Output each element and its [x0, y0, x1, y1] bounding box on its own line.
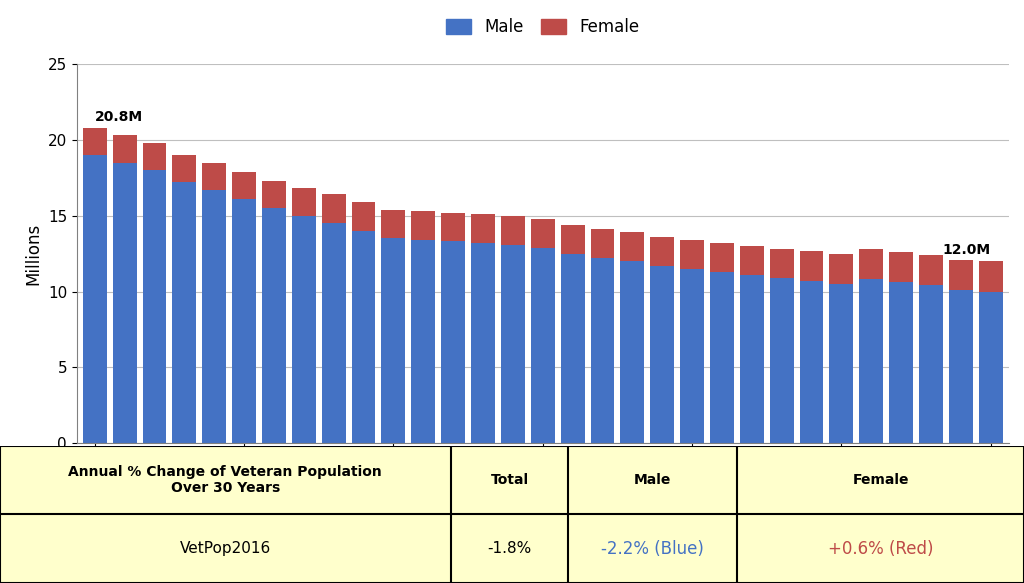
Bar — [262, 181, 286, 208]
Bar — [800, 281, 823, 443]
Bar — [113, 163, 136, 443]
Bar — [530, 248, 555, 443]
Bar — [739, 246, 764, 275]
Bar — [83, 128, 106, 155]
Bar — [441, 241, 465, 443]
Bar — [800, 251, 823, 281]
Y-axis label: Millions: Millions — [25, 223, 42, 285]
Bar — [889, 282, 913, 443]
Bar — [322, 223, 345, 443]
Bar — [591, 258, 614, 443]
Text: +0.6% (Red): +0.6% (Red) — [827, 540, 934, 558]
Bar — [292, 188, 315, 216]
Bar — [172, 155, 197, 182]
Text: -1.8%: -1.8% — [487, 541, 531, 556]
Bar — [979, 261, 1002, 292]
Bar — [232, 172, 256, 199]
Bar — [859, 249, 883, 279]
Text: -2.2% (Blue): -2.2% (Blue) — [601, 540, 705, 558]
Bar — [351, 202, 376, 231]
Bar — [710, 243, 734, 272]
Bar — [680, 240, 705, 269]
Bar — [561, 254, 585, 443]
Bar — [979, 292, 1002, 443]
Bar — [203, 163, 226, 190]
Bar — [203, 190, 226, 443]
Bar — [262, 208, 286, 443]
Bar — [949, 259, 973, 290]
Bar — [412, 211, 435, 240]
Bar — [829, 254, 853, 284]
Text: 12.0M: 12.0M — [943, 243, 990, 258]
Bar — [412, 240, 435, 443]
Bar — [710, 272, 734, 443]
Bar — [381, 210, 406, 238]
Text: Annual % Change of Veteran Population
Over 30 Years: Annual % Change of Veteran Population Ov… — [69, 465, 382, 496]
Bar — [949, 290, 973, 443]
Legend: Male, Female: Male, Female — [439, 12, 646, 43]
Bar — [739, 275, 764, 443]
Bar — [859, 279, 883, 443]
FancyBboxPatch shape — [0, 446, 1024, 583]
Bar — [889, 252, 913, 282]
Bar — [621, 261, 644, 443]
Text: Total: Total — [490, 473, 528, 487]
Bar — [621, 233, 644, 261]
Bar — [113, 135, 136, 163]
Bar — [920, 286, 943, 443]
Bar — [920, 255, 943, 286]
Bar — [501, 244, 524, 443]
Bar — [591, 229, 614, 258]
Bar — [650, 237, 674, 266]
Bar — [292, 216, 315, 443]
Bar — [322, 195, 345, 223]
Bar — [441, 213, 465, 241]
Text: VetPop2016: VetPop2016 — [179, 541, 271, 556]
Text: Female: Female — [852, 473, 909, 487]
Bar — [142, 170, 166, 443]
Bar — [770, 278, 794, 443]
Bar — [142, 143, 166, 170]
Text: 20.8M: 20.8M — [94, 110, 142, 124]
Bar — [172, 182, 197, 443]
Bar — [351, 231, 376, 443]
Bar — [232, 199, 256, 443]
Text: Male: Male — [634, 473, 672, 487]
Bar — [471, 243, 495, 443]
Bar — [650, 266, 674, 443]
Bar — [770, 249, 794, 278]
Bar — [561, 225, 585, 254]
Bar — [829, 284, 853, 443]
Bar — [381, 238, 406, 443]
Bar — [83, 155, 106, 443]
Bar — [680, 269, 705, 443]
Bar — [501, 216, 524, 244]
Bar — [530, 219, 555, 248]
Bar — [471, 214, 495, 243]
